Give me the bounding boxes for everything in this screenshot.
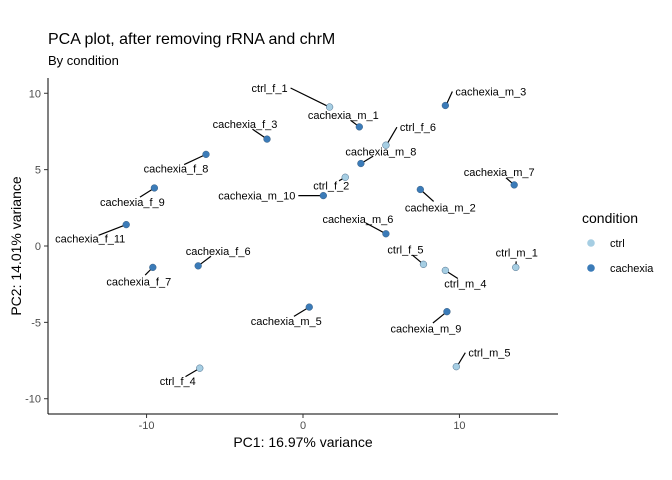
point-label: cachexia_f_9 <box>100 197 165 209</box>
point-label: ctrl_f_5 <box>387 244 423 256</box>
chart-subtitle: By condition <box>48 53 119 68</box>
y-tick-label: -10 <box>25 394 41 406</box>
point-label: cachexia_m_10 <box>218 191 295 203</box>
leader-line <box>365 222 384 233</box>
leader-line <box>290 87 328 107</box>
point-label: cachexia_f_3 <box>213 119 278 131</box>
y-tick-label: 10 <box>29 88 41 100</box>
point-label: cachexia_m_2 <box>405 202 476 214</box>
leader-line <box>457 352 466 365</box>
data-point <box>319 192 327 200</box>
leader-line <box>422 191 435 202</box>
x-axis-title: PC1: 16.97% variance <box>233 434 373 450</box>
y-tick-label: 5 <box>35 165 41 177</box>
legend-key <box>587 264 595 272</box>
leader-line <box>183 155 204 166</box>
leader-line <box>432 313 445 324</box>
legend: condition ctrl cachexia <box>582 210 654 275</box>
point-label: cachexia_f_11 <box>55 234 125 246</box>
label-leader-lines <box>98 87 517 378</box>
leader-line <box>200 255 212 265</box>
point-label: ctrl_f_1 <box>252 83 288 95</box>
y-tick-label: -5 <box>31 317 41 329</box>
leader-line <box>252 128 265 138</box>
point-label: cachexia_f_6 <box>186 246 251 258</box>
point-label: cachexia_m_8 <box>345 147 416 159</box>
leader-line <box>447 271 459 280</box>
point-label: ctrl_f_4 <box>160 376 196 388</box>
legend-label: ctrl <box>610 238 625 250</box>
point-label: cachexia_f_7 <box>106 276 171 288</box>
leader-line <box>505 177 513 184</box>
leader-line <box>185 369 198 378</box>
y-axis-ticks: -10 -5 0 5 10 <box>25 88 48 406</box>
leader-line <box>293 308 308 317</box>
point-labels: ctrl_f_1 cachexia_m_3 cachexia_m_1 cachexia… <box>55 83 538 388</box>
legend-title: condition <box>582 210 638 226</box>
point-label: cachexia_f_8 <box>144 163 209 175</box>
plot-area: -10 0 10 -10 -5 0 5 10 ctrl_f_1 cachexia_m_3cac… <box>25 78 558 432</box>
point-label: cachexia_m_6 <box>322 214 393 226</box>
data-point <box>357 159 365 168</box>
data-point <box>150 184 158 192</box>
data-point <box>355 123 363 131</box>
data-point <box>341 173 349 181</box>
data-point <box>382 141 390 149</box>
y-axis-title: PC2: 14.01% variance <box>8 176 24 316</box>
data-point <box>452 363 460 371</box>
data-point <box>263 135 271 143</box>
point-label: cachexia_m_1 <box>308 110 379 122</box>
data-point <box>202 150 210 158</box>
data-point <box>122 221 130 229</box>
data-point <box>443 308 451 316</box>
data-point <box>441 101 449 110</box>
data-point <box>194 262 202 270</box>
leader-line <box>387 126 398 144</box>
point-label: cachexia_m_9 <box>390 324 461 336</box>
point-label: ctrl_f_2 <box>313 180 349 192</box>
data-point <box>510 181 518 189</box>
leader-line <box>363 155 374 163</box>
point-label: cachexia_m_5 <box>251 316 322 328</box>
leader-line <box>144 269 152 276</box>
legend-label: cachexia <box>610 263 654 275</box>
point-label: ctrl_m_5 <box>468 348 510 360</box>
leader-line <box>350 119 358 126</box>
data-point <box>149 263 157 271</box>
x-tick-label: 0 <box>300 420 306 432</box>
point-label: ctrl_f_6 <box>400 122 436 134</box>
x-axis-ticks: -10 0 10 <box>139 414 466 432</box>
data-points <box>122 101 520 372</box>
leader-line <box>338 178 343 182</box>
point-label: ctrl_m_1 <box>496 247 538 259</box>
data-point <box>382 230 390 238</box>
leader-line <box>98 225 124 236</box>
x-tick-label: 10 <box>453 420 465 432</box>
leader-line <box>411 254 422 263</box>
data-point <box>441 266 449 275</box>
data-point <box>196 364 204 372</box>
data-point <box>325 103 334 111</box>
data-point <box>512 263 520 271</box>
leader-line <box>446 91 453 104</box>
chart-title: PCA plot, after removing rRNA and chrM <box>48 31 335 48</box>
x-tick-label: -10 <box>139 420 155 432</box>
data-point <box>416 185 424 194</box>
legend-entries: ctrl cachexia <box>587 238 654 275</box>
legend-key <box>587 239 595 247</box>
y-tick-label: 0 <box>35 241 41 253</box>
point-label: cachexia_m_7 <box>464 167 535 179</box>
point-label: cachexia_m_3 <box>455 86 526 98</box>
data-point <box>305 303 313 311</box>
data-point <box>419 260 428 268</box>
point-label: ctrl_m_4 <box>444 278 486 290</box>
leader-line <box>139 189 153 198</box>
